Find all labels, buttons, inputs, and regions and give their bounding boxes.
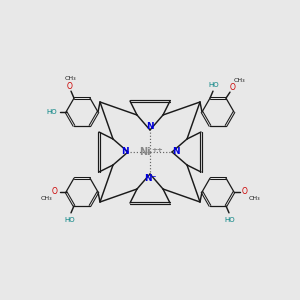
Text: N⁻: N⁻ [144, 174, 156, 183]
Text: CH₃: CH₃ [64, 76, 76, 81]
Text: O: O [230, 82, 236, 91]
Text: N: N [146, 122, 154, 131]
Text: HO: HO [209, 82, 219, 88]
Text: CH₃: CH₃ [248, 196, 260, 200]
Text: N: N [172, 148, 179, 157]
Text: CH₃: CH₃ [233, 78, 245, 82]
Text: O: O [52, 188, 58, 196]
Text: HO: HO [47, 109, 57, 115]
Text: CH₃: CH₃ [40, 196, 52, 200]
Text: HO: HO [65, 217, 75, 223]
Text: O: O [242, 188, 248, 196]
Text: HO: HO [225, 217, 235, 223]
Text: O: O [67, 82, 73, 91]
Text: N: N [121, 148, 128, 157]
Text: Ni: Ni [139, 147, 151, 157]
Text: ++: ++ [151, 147, 163, 153]
